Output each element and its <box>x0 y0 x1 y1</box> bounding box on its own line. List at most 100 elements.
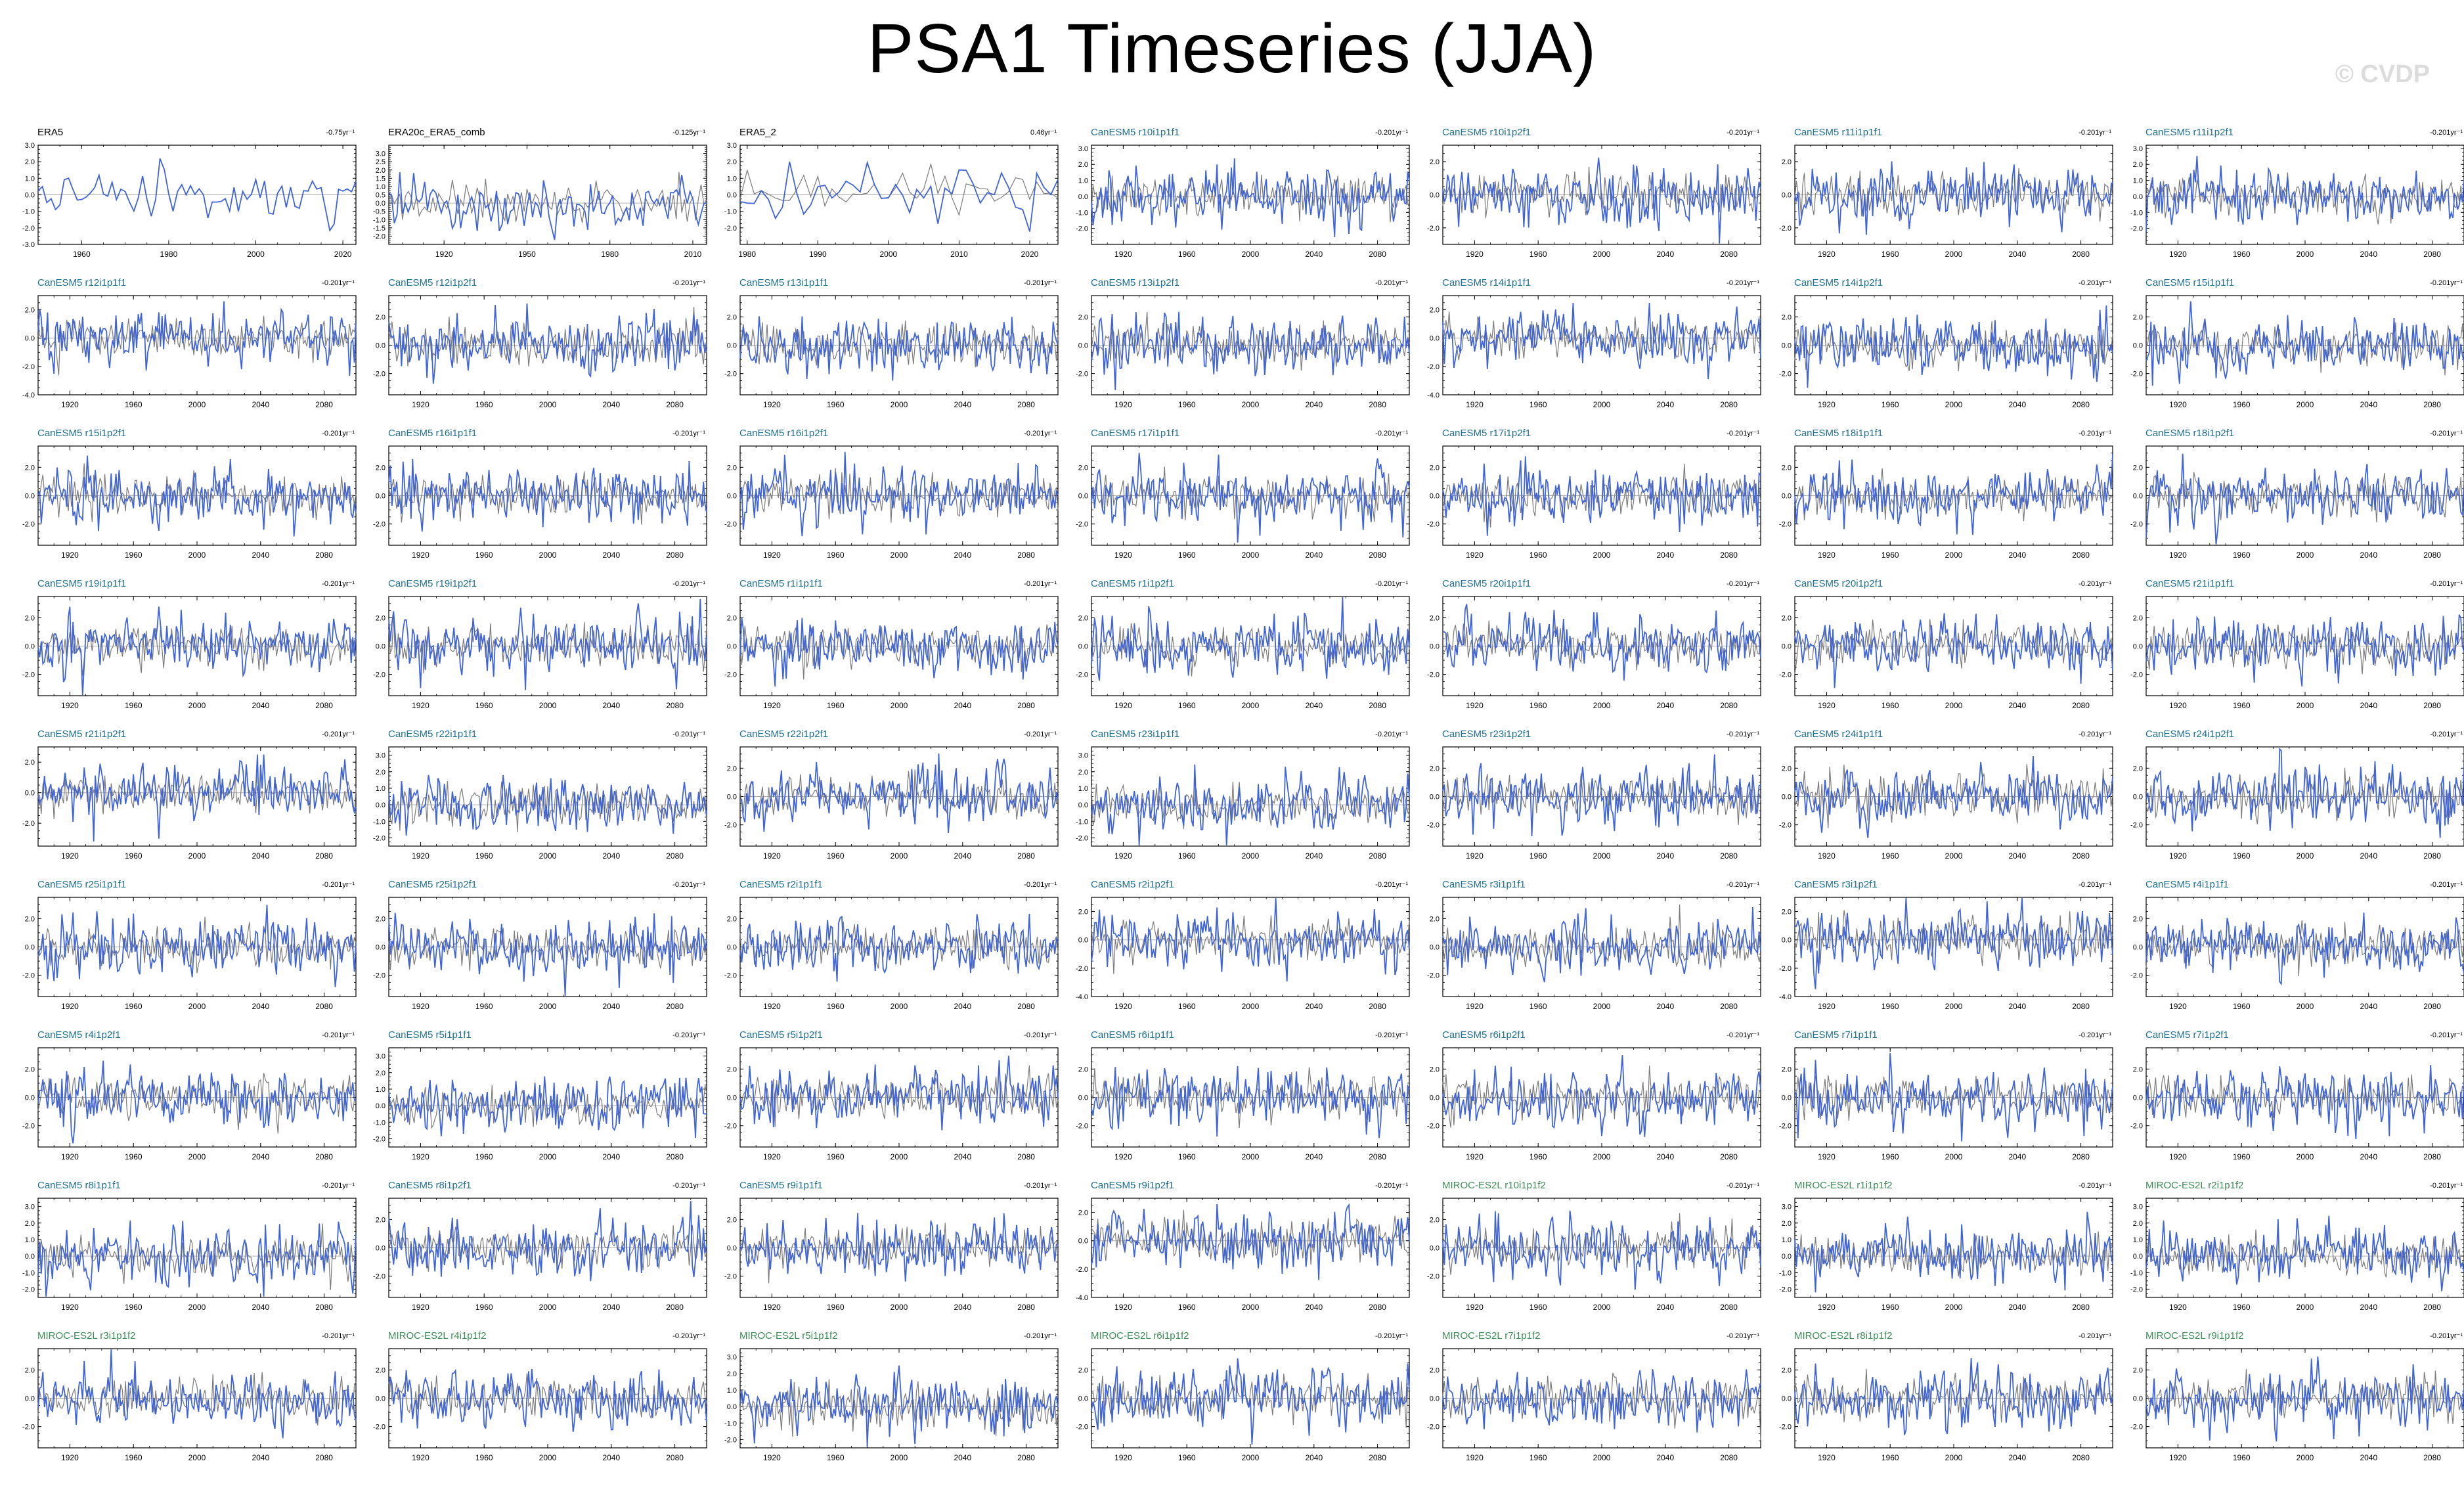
trend-label: -0.201yr⁻¹ <box>322 580 355 588</box>
x-tick-label: 1920 <box>435 250 453 259</box>
panel-title: CanESM5 r23i1p1f1 <box>1091 729 1180 740</box>
x-tick-label: 1920 <box>1466 550 1484 560</box>
series-line <box>37 754 357 842</box>
plot-area: -2.0 0.0 2.0 1920 1960 2000 2040 2080 <box>1779 295 2113 409</box>
plot-area: -2.0 0.0 2.0 1920 1960 2000 2040 2080 <box>724 1047 1059 1161</box>
trend-label: -0.201yr⁻¹ <box>1024 730 1057 738</box>
series-line <box>1442 604 1761 681</box>
x-tick-label: 1960 <box>1529 250 1547 259</box>
timeseries-panel: CanESM5 r17i1p1f1 -0.201yr⁻¹ -2.0 0.0 2.0 192… <box>1063 421 1415 572</box>
x-tick-label: 2000 <box>188 1002 206 1011</box>
series-line <box>1091 453 1410 543</box>
y-tick-label: 2.0 <box>376 1069 385 1077</box>
x-tick-label: 2080 <box>1369 250 1386 259</box>
x-tick-label: 2000 <box>2297 550 2314 560</box>
panel-title: CanESM5 r15i1p1f1 <box>2145 277 2235 288</box>
x-tick-label: 2040 <box>252 851 269 861</box>
trend-label: -0.201yr⁻¹ <box>1727 279 1759 287</box>
y-tick-label: -4.0 <box>1779 993 1792 1001</box>
panel-title: CanESM5 r20i1p1f1 <box>1442 578 1531 589</box>
trend-label: -0.201yr⁻¹ <box>1375 730 1408 738</box>
x-tick-label: 2040 <box>1305 701 1323 710</box>
x-tick-label: 2000 <box>1593 851 1611 861</box>
plot-area: -2.0 0.0 2.0 1920 1960 2000 2040 2080 <box>1779 596 2113 710</box>
y-tick-label: 0.0 <box>25 1094 35 1102</box>
x-tick-label: 1960 <box>1881 1002 1899 1011</box>
trend-label: -0.201yr⁻¹ <box>1375 881 1408 889</box>
panel-title: CanESM5 r18i1p2f1 <box>2145 428 2235 439</box>
trend-label: -0.201yr⁻¹ <box>2079 730 2111 738</box>
x-tick-label: 2040 <box>2360 1002 2377 1011</box>
y-tick-label: -2.0 <box>724 225 737 233</box>
y-tick-label: 2.0 <box>1078 769 1088 776</box>
x-tick-label: 2080 <box>2423 1002 2441 1011</box>
x-tick-label: 2000 <box>539 550 557 560</box>
x-tick-label: 1980 <box>601 250 619 259</box>
series-line <box>37 455 357 537</box>
x-tick-label: 1920 <box>1466 701 1484 710</box>
x-tick-label: 2000 <box>2297 851 2314 861</box>
x-tick-label: 1920 <box>61 701 79 710</box>
plot-area: -2.0 -1.0 0.0 1.0 2.0 3.0 1920 1960 2000 2040 2080 <box>1076 746 1410 861</box>
panel-title: CanESM5 r20i1p2f1 <box>1794 578 1883 589</box>
trend-label: -0.201yr⁻¹ <box>1375 279 1408 287</box>
plot-area: -2.0 0.0 2.0 1920 1960 2000 2040 2080 <box>2130 445 2464 560</box>
plot-area: -2.0 0.0 2.0 1920 1960 2000 2040 2080 <box>1779 746 2113 861</box>
y-tick-label: 0.0 <box>25 335 35 343</box>
plot-area: -2.0 0.0 2.0 1920 1960 2000 2040 2080 <box>1779 445 2113 560</box>
plot-area: -2.0 0.0 2.0 1920 1960 2000 2040 2080 <box>373 897 707 1011</box>
x-tick-label: 2040 <box>954 1002 971 1011</box>
y-tick-label: 3.0 <box>727 142 737 150</box>
x-tick-label: 2080 <box>1369 1002 1386 1011</box>
x-tick-label: 1960 <box>827 851 845 861</box>
y-tick-label: 2.0 <box>727 313 737 321</box>
series-line <box>739 451 1059 537</box>
y-tick-label: 2.0 <box>25 158 35 166</box>
x-tick-label: 1960 <box>1881 701 1899 710</box>
x-tick-label: 2000 <box>1242 701 1260 710</box>
series-line <box>37 606 357 695</box>
x-tick-label: 2080 <box>2072 400 2090 409</box>
x-tick-label: 2080 <box>1017 400 1035 409</box>
y-tick-label: 2.0 <box>25 1066 35 1073</box>
y-tick-label: -2.0 <box>1076 1123 1088 1131</box>
reference-series-line <box>739 320 1059 368</box>
trend-label: -0.201yr⁻¹ <box>1727 881 1759 889</box>
y-tick-label: 0.0 <box>25 790 35 797</box>
panel-title: CanESM5 r3i1p1f1 <box>1442 879 1526 890</box>
timeseries-panel: CanESM5 r1i1p2f1 -0.201yr⁻¹ -2.0 0.0 2.0 1920… <box>1063 572 1415 722</box>
x-tick-label: 2000 <box>880 250 898 259</box>
x-tick-label: 1920 <box>1818 701 1836 710</box>
x-tick-label: 2080 <box>1720 851 1738 861</box>
y-tick-label: -2.0 <box>22 671 35 679</box>
plot-area: -2.0 0.0 2.0 1920 1960 2000 2040 2080 <box>2130 746 2464 861</box>
x-tick-label: 2080 <box>1720 701 1738 710</box>
y-tick-label: 0.0 <box>1782 643 1792 651</box>
x-tick-label: 1920 <box>61 1002 79 1011</box>
panel-title: CanESM5 r17i1p2f1 <box>1442 428 1531 439</box>
y-tick-label: 0.0 <box>25 192 35 200</box>
plot-area: -2.0 0.0 2.0 1920 1960 2000 2040 2080 <box>1076 596 1410 710</box>
y-tick-label: -2.0 <box>1779 671 1792 679</box>
y-tick-label: 2.0 <box>1430 765 1440 773</box>
y-tick-label: 2.0 <box>1782 313 1792 321</box>
timeseries-panel: CanESM5 r19i1p1f1 -0.201yr⁻¹ -2.0 0.0 2.0 192… <box>9 572 361 722</box>
timeseries-panel: CanESM5 r13i1p1f1 -0.201yr⁻¹ -2.0 0.0 2.0 192… <box>711 271 1063 421</box>
timeseries-panel: CanESM5 r1i1p1f1 -0.201yr⁻¹ -2.0 0.0 2.0 1920… <box>711 572 1063 722</box>
x-tick-label: 1920 <box>412 1152 429 1161</box>
panel-title: ERA5_2 <box>739 127 776 138</box>
x-tick-label: 2080 <box>1369 550 1386 560</box>
y-tick-label: 2.0 <box>376 313 385 321</box>
plot-area: -2.0 0.0 2.0 1920 1960 2000 2040 2080 <box>724 295 1059 409</box>
reference-series-line <box>37 463 357 522</box>
series-line <box>2145 748 2464 838</box>
y-tick-label: 0.0 <box>727 1094 737 1102</box>
x-tick-label: 1960 <box>1529 701 1547 710</box>
x-tick-label: 2000 <box>188 851 206 861</box>
y-tick-label: 1.5 <box>376 175 385 183</box>
x-tick-label: 1920 <box>1818 1002 1836 1011</box>
trend-label: -0.201yr⁻¹ <box>2430 279 2463 287</box>
y-tick-label: 0.0 <box>376 944 385 952</box>
series-line <box>37 905 357 987</box>
trend-label: -0.201yr⁻¹ <box>322 730 355 738</box>
